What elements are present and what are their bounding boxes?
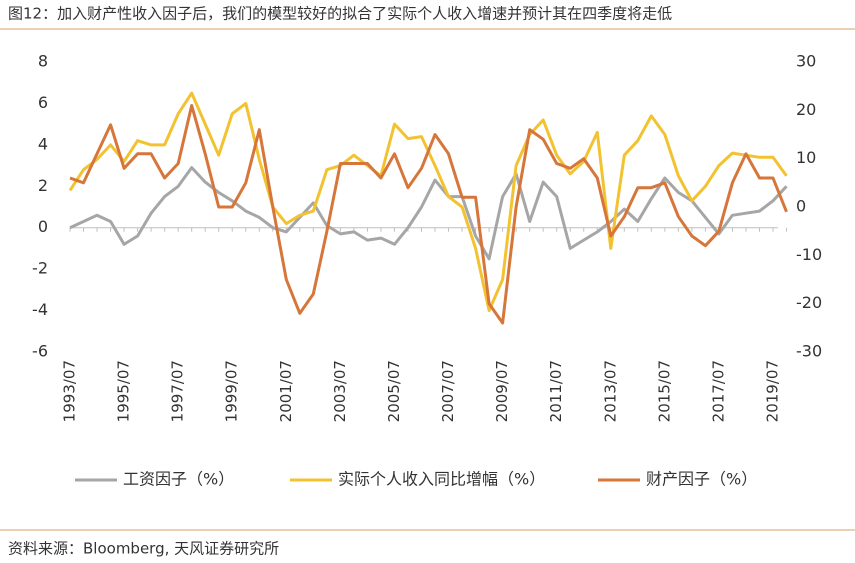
x-tick-label: 2011/07 [547,360,565,422]
y2-tick-label: 30 [796,52,816,71]
legend-label: 财产因子（%） [646,470,757,489]
x-tick-label: 2017/07 [709,360,727,422]
y-tick-label: 0 [38,217,48,236]
y-tick-label: -6 [32,342,48,361]
y-tick-label: 4 [38,134,48,153]
x-tick-label: 2001/07 [277,360,295,422]
x-tick-label: 2015/07 [655,360,673,422]
y-tick-label: 8 [38,52,48,71]
source: 资料来源：Bloomberg, 天风证券研究所 [8,540,279,558]
x-tick-label: 2005/07 [385,360,403,422]
x-tick-label: 2009/07 [493,360,511,422]
y-tick-label: -4 [32,300,48,319]
x-tick-label: 1997/07 [169,360,187,422]
x-tick-label: 2003/07 [331,360,349,422]
y2-tick-label: -30 [796,342,822,361]
x-tick-label: 2019/07 [764,360,782,422]
x-tick-label: 1999/07 [223,360,241,422]
legend-label: 工资因子（%） [123,470,234,489]
legend-label: 实际个人收入同比增幅（%） [338,470,545,489]
y2-tick-label: 10 [796,148,816,167]
series-line [69,166,788,261]
x-tick-label: 1993/07 [61,360,79,422]
y2-tick-label: -10 [796,245,822,264]
y2-tick-label: 20 [796,100,816,119]
chart-title: 图12：加入财产性收入因子后，我们的模型较好的拟合了实际个人收入增速并预计其在四… [8,5,672,23]
y-tick-label: -2 [32,259,48,278]
x-tick-label: 1995/07 [115,360,133,422]
x-tick-label: 2013/07 [601,360,619,422]
series-line [68,91,788,313]
y2-tick-label: -20 [796,293,822,312]
series-line [69,104,788,325]
y2-tick-label: 0 [796,197,806,216]
y-tick-label: 6 [38,93,48,112]
y-tick-label: 2 [38,176,48,195]
x-tick-label: 2007/07 [439,360,457,422]
